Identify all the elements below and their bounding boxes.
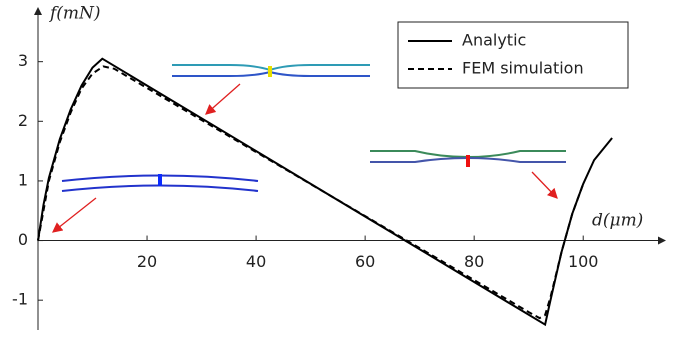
chart: f(mN) d(μm) 20 40 60 80 100 -1 0 1 2 3 Analytic FEM… [0, 0, 673, 341]
inset-figures [53, 65, 566, 232]
x-tick-label: 40 [246, 252, 266, 271]
pointer-arrow [532, 172, 557, 198]
inset-beam-right [370, 151, 566, 167]
y-tick-label: 3 [18, 51, 28, 70]
page: {"chart_data": {"type": "line", "x_label… [0, 0, 673, 341]
x-axis-label: d(μm) [592, 211, 643, 231]
y-axis-label: f(mN) [48, 4, 101, 24]
legend-label: Analytic [462, 31, 526, 50]
x-tick-label: 60 [355, 252, 375, 271]
legend-label: FEM simulation [462, 59, 584, 78]
x-tick-label: 80 [464, 252, 484, 271]
x-tick-label: 100 [568, 252, 599, 271]
y-tick-label: 2 [18, 111, 28, 130]
y-tick-label: 0 [18, 230, 28, 249]
pointer-arrow [206, 84, 240, 114]
series-line [38, 66, 583, 318]
pointer-arrow [53, 198, 96, 232]
inset-beam-top [172, 65, 370, 77]
y-tick-label: -1 [12, 290, 28, 309]
y-tick-label: 1 [18, 170, 28, 189]
x-tick-label: 20 [137, 252, 157, 271]
inset-beam-left [62, 174, 258, 191]
